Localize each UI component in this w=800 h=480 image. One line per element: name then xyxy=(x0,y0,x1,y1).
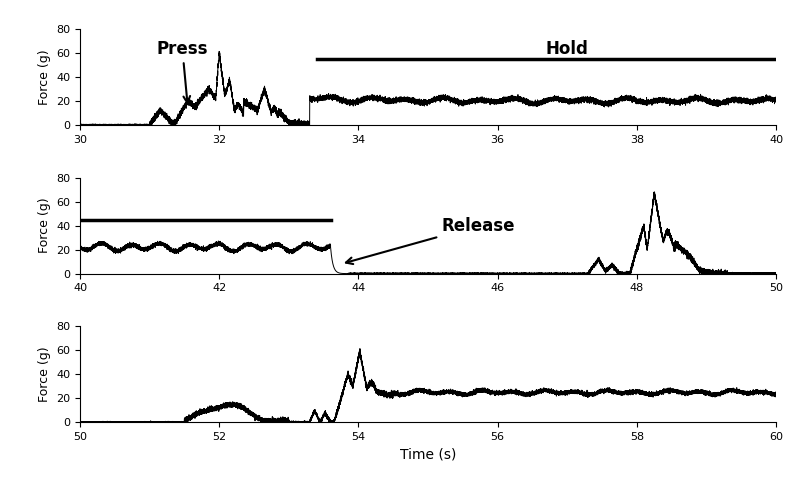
Y-axis label: Force (g): Force (g) xyxy=(38,49,50,105)
Y-axis label: Force (g): Force (g) xyxy=(38,198,50,253)
Text: Hold: Hold xyxy=(546,40,589,58)
Text: Release: Release xyxy=(346,216,515,264)
X-axis label: Time (s): Time (s) xyxy=(400,448,456,462)
Text: Press: Press xyxy=(157,40,208,103)
Y-axis label: Force (g): Force (g) xyxy=(38,347,50,402)
